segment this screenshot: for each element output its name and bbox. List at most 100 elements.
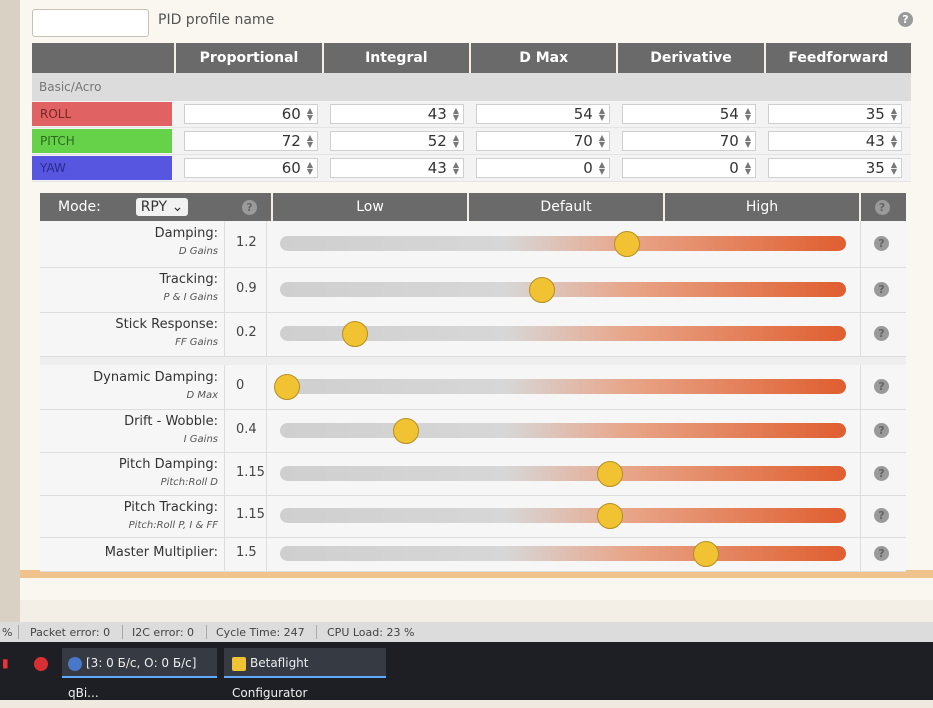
slider-row: Damping: D Gains 1.2?: [40, 221, 906, 268]
roll-proportional-input[interactable]: 60 ▲ ▼: [184, 104, 318, 124]
slider-handle[interactable]: [596, 503, 623, 529]
slider-track[interactable]: [280, 326, 846, 341]
pitch-d-max-input[interactable]: 70 ▲ ▼: [476, 131, 610, 151]
status-i2c-error: I2C error: 0: [132, 626, 195, 639]
status-divider: [316, 625, 317, 639]
help-icon[interactable]: ?: [874, 546, 889, 561]
slider-row: Drift - Wobble: I Gains 0.4?: [40, 409, 906, 453]
help-icon[interactable]: ?: [898, 12, 913, 27]
help-icon[interactable]: ?: [874, 422, 889, 438]
pid-row-roll: ROLL 60 ▲ ▼ 43 ▲ ▼ 54 ▲ ▼ 54 ▲ ▼ 35 ▲ ▼: [32, 101, 911, 128]
axis-label-yaw: YAW: [32, 156, 172, 180]
slider-label: Pitch Tracking: Pitch:Roll P, I & FF: [124, 500, 218, 531]
spinner-arrows-icon[interactable]: ▲ ▼: [306, 133, 313, 149]
pid-row-yaw: YAW 60 ▲ ▼ 43 ▲ ▼ 0 ▲ ▼ 0 ▲ ▼ 35 ▲ ▼: [32, 155, 911, 182]
pitch-feedforward-input[interactable]: 43 ▲ ▼: [768, 131, 902, 151]
spinner-arrows-icon[interactable]: ▲ ▼: [744, 160, 751, 176]
betaflight-icon: [232, 656, 246, 671]
slider-track[interactable]: [280, 508, 846, 523]
help-icon[interactable]: ?: [874, 379, 889, 394]
spinner-arrows-icon[interactable]: ▲ ▼: [452, 133, 459, 149]
configurator-window: PID profile name ? Proportional Integral…: [0, 0, 933, 642]
roll-derivative-input[interactable]: 54 ▲ ▼: [622, 104, 756, 124]
spinner-arrows-icon[interactable]: ▲ ▼: [744, 133, 751, 149]
status-cpu-load: CPU Load: 23 %: [327, 626, 415, 639]
yaw-feedforward-input[interactable]: 35 ▲ ▼: [768, 158, 902, 178]
column-divider: [860, 537, 861, 571]
help-icon[interactable]: ?: [242, 199, 257, 215]
roll-integral-input[interactable]: 43 ▲ ▼: [330, 104, 464, 124]
slider-row: Stick Response: FF Gains 0.2?: [40, 312, 906, 357]
taskbar-record-app[interactable]: [34, 648, 52, 678]
spinner-arrows-icon[interactable]: ▲ ▼: [598, 160, 605, 176]
slider-handle[interactable]: [274, 374, 300, 400]
column-divider: [224, 495, 225, 537]
chevron-down-icon: ⌄: [171, 199, 184, 215]
spinner-arrows-icon[interactable]: ▲ ▼: [306, 160, 313, 176]
pitch-integral-input[interactable]: 52 ▲ ▼: [330, 131, 464, 151]
header-high: High: [663, 193, 859, 221]
help-icon[interactable]: ?: [874, 508, 889, 523]
yaw-proportional-input[interactable]: 60 ▲ ▼: [184, 158, 318, 178]
slider-label-text: Drift - Wobble:: [124, 414, 218, 429]
spinner-arrows-icon[interactable]: ▲ ▼: [306, 106, 313, 122]
spinner-arrows-icon[interactable]: ▲ ▼: [452, 160, 459, 176]
slider-value: 1.15: [236, 507, 265, 522]
slider-handle[interactable]: [613, 231, 640, 257]
mode-select[interactable]: RPY ⌄: [136, 198, 188, 216]
column-divider: [860, 221, 861, 267]
help-icon[interactable]: ?: [874, 465, 889, 481]
yaw-derivative-input[interactable]: 0 ▲ ▼: [622, 158, 756, 178]
axis-label-pitch: PITCH: [32, 129, 172, 153]
taskbar-qbittorrent[interactable]: [3: 0 Б/с, О: 0 Б/с] qBi...: [62, 648, 217, 700]
slider-handle[interactable]: [392, 417, 419, 444]
column-divider: [266, 409, 267, 452]
yaw-integral-input[interactable]: 43 ▲ ▼: [330, 158, 464, 178]
slider-value: 1.15: [236, 464, 265, 480]
spinner-arrows-icon[interactable]: ▲ ▼: [890, 160, 897, 176]
status-cycle-time: Cycle Time: 247: [216, 626, 305, 639]
pitch-derivative-input[interactable]: 70 ▲ ▼: [622, 131, 756, 151]
slider-handle[interactable]: [528, 276, 555, 303]
content-bottom-accent: [20, 570, 933, 578]
yaw-d-max-input[interactable]: 0 ▲ ▼: [476, 158, 610, 178]
help-icon[interactable]: ?: [874, 236, 889, 251]
slider-handle[interactable]: [596, 460, 623, 487]
spinner-arrows-icon[interactable]: ▲ ▼: [890, 133, 897, 149]
slider-sublabel: Pitch:Roll P, I & FF: [128, 520, 218, 531]
slider-handle[interactable]: [692, 541, 719, 567]
slider-value: 0: [236, 378, 245, 393]
slider-track[interactable]: [280, 379, 846, 394]
taskbar-betaflight[interactable]: Betaflight Configurator: [224, 648, 386, 700]
spinner-arrows-icon[interactable]: ▲ ▼: [598, 133, 605, 149]
slider-track[interactable]: [280, 546, 846, 561]
help-icon[interactable]: ?: [874, 200, 890, 215]
slider-label: Master Multiplier:: [105, 545, 218, 560]
status-packet-error: Packet error: 0: [30, 626, 111, 639]
slider-track[interactable]: [280, 422, 846, 438]
pitch-proportional-input[interactable]: 72 ▲ ▼: [184, 131, 318, 151]
roll-d-max-input[interactable]: 54 ▲ ▼: [476, 104, 610, 124]
slider-track[interactable]: [280, 236, 846, 251]
roll-feedforward-input[interactable]: 35 ▲ ▼: [768, 104, 902, 124]
slider-handle[interactable]: [341, 321, 368, 347]
column-divider: [860, 452, 861, 495]
column-divider: [266, 312, 267, 356]
taskbar-flag-icon[interactable]: ▮: [2, 656, 9, 670]
help-icon[interactable]: ?: [874, 326, 889, 341]
spinner-arrows-icon[interactable]: ▲ ▼: [890, 106, 897, 122]
pid-profile-name-input[interactable]: [32, 9, 149, 37]
spinner-arrows-icon[interactable]: ▲ ▼: [598, 106, 605, 122]
spinner-arrows-icon[interactable]: ▲ ▼: [744, 106, 751, 122]
slider-row: Pitch Tracking: Pitch:Roll P, I & FF 1.15?: [40, 495, 906, 538]
slider-track[interactable]: [280, 465, 846, 481]
column-divider: [860, 312, 861, 356]
slider-track[interactable]: [280, 281, 846, 297]
column-divider: [224, 221, 225, 267]
slider-label: Dynamic Damping: D Max: [93, 370, 218, 401]
slider-label-text: Damping:: [154, 226, 218, 241]
help-icon[interactable]: ?: [874, 281, 889, 297]
slider-label-text: Tracking:: [159, 272, 219, 287]
spinner-arrows-icon[interactable]: ▲ ▼: [452, 106, 459, 122]
slider-label: Tracking: P & I Gains: [160, 272, 219, 303]
